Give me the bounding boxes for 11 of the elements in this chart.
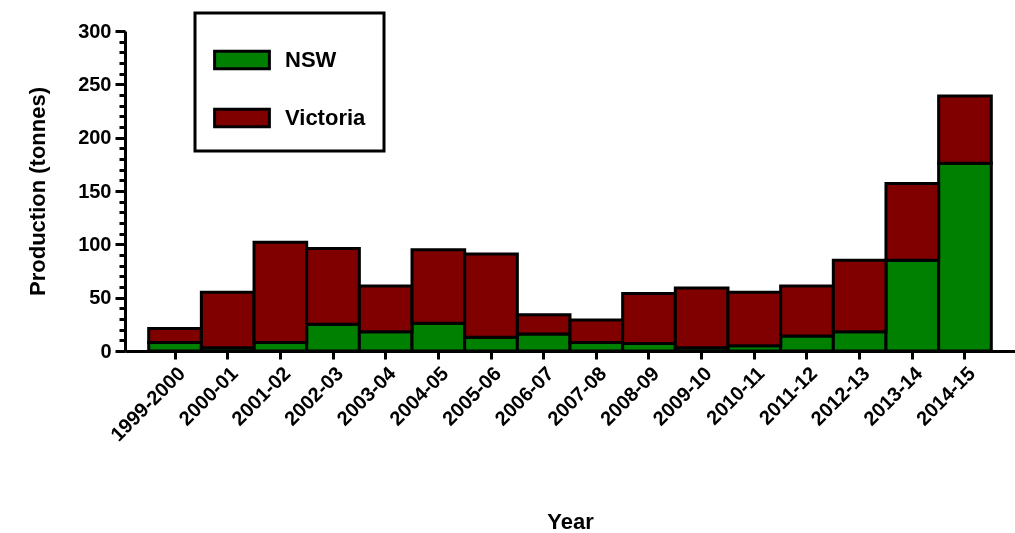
y-tick-label: 50 [89, 286, 112, 309]
legend-label: Victoria [285, 105, 367, 130]
y-tick-label: 200 [78, 126, 112, 149]
legend-label: NSW [285, 47, 337, 72]
y-tick-label: 150 [78, 179, 112, 202]
x-axis-title: Year [547, 508, 595, 533]
y-tick-label: 0 [100, 339, 112, 362]
y-tick-label: 100 [78, 232, 112, 255]
y-axis-title: Production (tonnes) [25, 87, 51, 296]
y-tick-label: 300 [78, 19, 112, 42]
y-tick-label: 250 [78, 72, 112, 95]
